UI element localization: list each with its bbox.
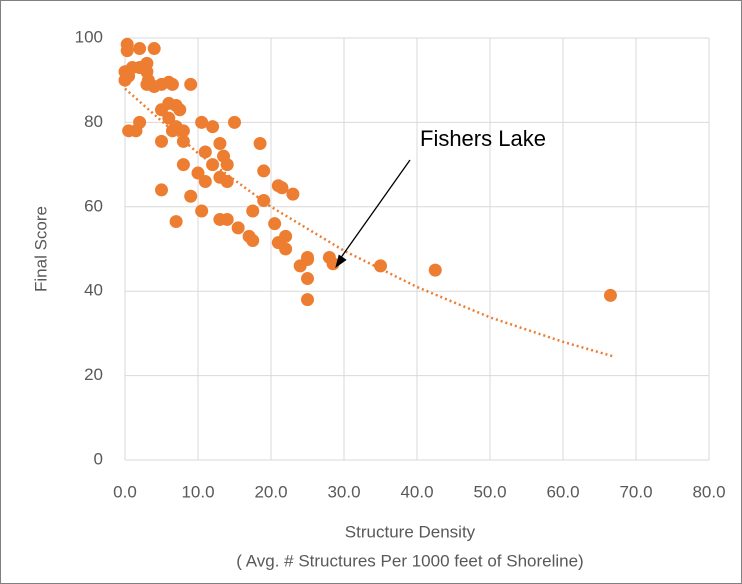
y-tick-label: 100 (75, 27, 103, 46)
data-point (428, 263, 442, 277)
data-point (120, 44, 134, 58)
data-point (206, 120, 220, 134)
x-tick-label: 60.0 (546, 482, 579, 501)
data-point (118, 73, 132, 87)
annotation-label: Fishers Lake (420, 126, 546, 151)
annotation-arrow (338, 159, 411, 261)
data-point (301, 272, 314, 286)
data-point (169, 215, 183, 229)
x-tick-label: 20.0 (254, 482, 287, 501)
x-axis-title: Structure Density (345, 522, 476, 541)
data-point (133, 42, 147, 56)
data-point (257, 193, 271, 207)
data-point (155, 183, 168, 197)
x-axis-subtitle: ( Avg. # Structures Per 1000 feet of Sho… (236, 551, 583, 570)
y-tick-label: 80 (84, 112, 103, 131)
data-point (228, 115, 241, 129)
data-point (374, 259, 387, 273)
data-point (195, 204, 209, 218)
data-point (246, 204, 260, 218)
data-point (165, 124, 179, 138)
data-point (176, 134, 190, 148)
data-point (220, 212, 234, 226)
x-tick-label: 50.0 (473, 482, 506, 501)
arrow-head (335, 254, 347, 268)
data-point (198, 174, 212, 188)
data-point (253, 137, 267, 150)
data-point (133, 115, 147, 129)
data-point (176, 124, 190, 138)
data-point (195, 115, 209, 129)
y-tick-label: 60 (84, 196, 103, 215)
data-point (155, 134, 168, 148)
data-point (603, 288, 617, 302)
y-axis-title: Final Score (31, 206, 50, 292)
data-point (220, 158, 234, 172)
data-point (257, 164, 271, 178)
x-tick-label: 30.0 (327, 482, 360, 501)
x-tick-label: 10.0 (181, 482, 214, 501)
data-point (275, 181, 289, 195)
data-point (147, 42, 161, 56)
data-point (213, 137, 227, 150)
data-point (173, 103, 187, 117)
x-tick-label: 0.0 (113, 482, 137, 501)
data-point (162, 111, 176, 125)
y-tick-label: 0 (94, 449, 103, 468)
data-point (165, 77, 179, 91)
x-tick-label: 70.0 (619, 482, 652, 501)
data-point (191, 166, 205, 180)
data-point (184, 77, 198, 91)
data-point (246, 234, 260, 248)
data-point (279, 242, 293, 256)
x-tick-label: 40.0 (400, 482, 433, 501)
y-tick-label: 20 (84, 365, 103, 384)
data-point (268, 217, 282, 231)
data-point (147, 80, 161, 94)
data-point (301, 253, 314, 267)
data-point (301, 293, 314, 307)
data-point (231, 221, 245, 235)
x-tick-label: 80.0 (692, 482, 725, 501)
data-point (220, 174, 234, 188)
data-point (286, 187, 300, 201)
data-point (176, 158, 190, 172)
y-tick-label: 40 (84, 281, 103, 300)
data-point (184, 189, 198, 203)
data-point (279, 229, 293, 243)
